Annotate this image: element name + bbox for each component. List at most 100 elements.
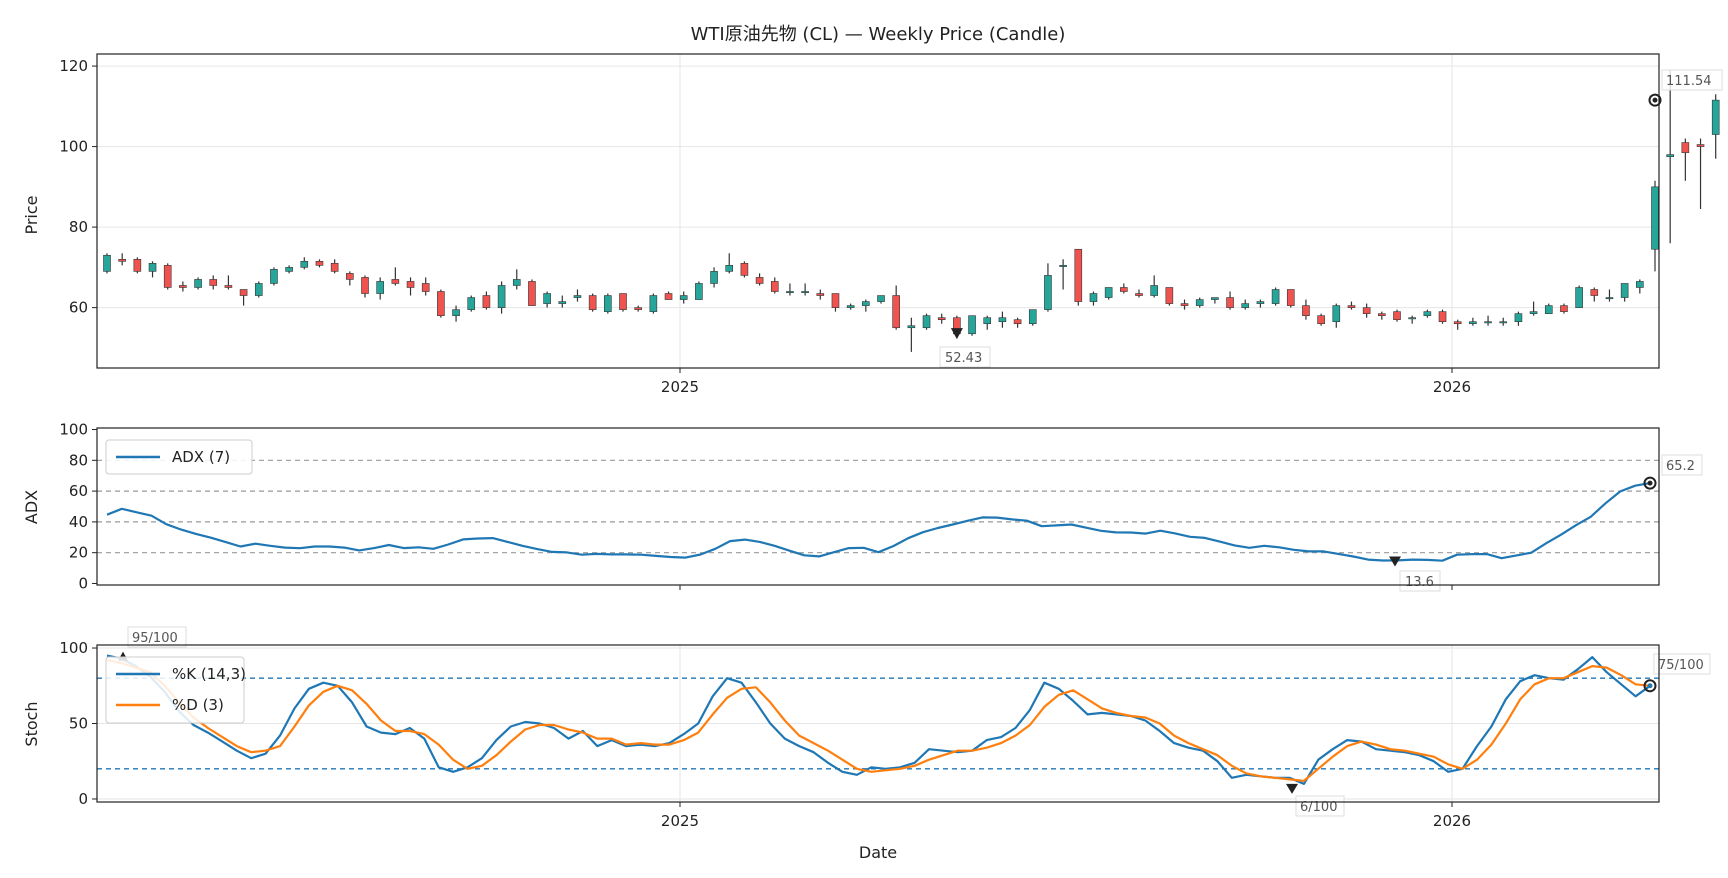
last-price-label-box [1661,69,1723,91]
candle-body [1514,313,1523,323]
candle [209,275,218,290]
stoch-lines [106,654,1651,786]
candle [1711,94,1720,159]
candle [1059,259,1067,290]
candle-body [937,317,946,320]
candle-body [1575,287,1583,308]
stoch-high-label: 95/100 [132,631,178,646]
candle-body [1711,99,1720,135]
y-tick-label: 100 [59,639,88,657]
stoch-x-ticks: 2025 2026 [661,802,1471,830]
candle-body [1651,186,1659,250]
adx-last-marker [1643,476,1657,490]
candle-body [877,295,885,302]
candle-body [1044,275,1052,310]
candle [482,291,491,310]
adx-legend: ADX (7) [105,439,253,475]
candle [695,281,703,300]
candle-body [391,279,400,284]
price-annotations: 111.54 52.43 [939,69,1723,368]
y-tick-label: 0 [78,790,88,808]
candle-body [558,301,567,304]
candle [437,289,445,318]
y-tick-label: 50 [69,715,88,733]
candle-body [467,297,476,310]
candle-body [1226,297,1234,308]
candle-body [1499,321,1508,324]
candle [300,257,309,270]
candle-body [1271,289,1280,304]
candle [922,313,931,330]
candle-body [194,279,202,288]
candle [163,263,172,290]
candle-body [254,283,263,296]
adx-legend-label: ADX (7) [172,448,230,466]
candle-body [588,295,597,310]
adx-x-ticks [679,585,1453,590]
candle-body [1180,303,1189,306]
candle [1044,263,1052,312]
candle-body [315,261,324,266]
candle-body [907,325,916,329]
candle-body [163,265,172,288]
stoch-low-label-box [1295,795,1345,817]
last-price-dot [1652,97,1658,103]
candle [467,295,476,312]
adx-lines [106,482,1651,562]
candle [346,271,354,286]
candle [224,275,233,290]
candle-body [725,265,734,272]
candle-body [406,281,415,288]
price-y-label: Price [22,195,41,234]
candle [679,291,688,304]
candle-body [300,261,309,268]
candle-body [1681,142,1690,153]
y-tick-label: 20 [69,544,88,562]
candle-body [239,289,248,296]
candle-body [1544,305,1553,314]
candle [937,313,946,324]
candle [816,289,825,300]
candle [1211,297,1219,304]
candle-body [786,291,794,294]
candle [179,281,187,292]
candle-body [604,295,612,312]
candle [330,259,339,274]
candle-body [452,309,460,316]
candle [968,315,976,336]
candle [573,289,582,302]
candle-body [1332,305,1341,323]
candle [740,261,749,278]
candle [1560,303,1568,314]
candle [558,295,567,308]
adx-axes-frame [96,427,1660,586]
candle-body [1408,317,1416,320]
stoch-last-label-box [1653,653,1711,675]
stoch-last-dot [1647,683,1653,689]
candle [528,279,536,306]
adx-last-label-box [1661,454,1703,476]
candle [1499,317,1508,326]
stoch-low-label: 6/100 [1300,800,1337,815]
chart-title: WTI原油先物 (CL) — Weekly Price (Candle) [691,24,1066,45]
candle-body [497,285,506,308]
candle [1620,283,1629,302]
price-candles [103,70,1720,352]
candle [862,299,870,312]
candle-body [649,295,658,312]
y-tick-label: 80 [69,451,88,469]
candle [1028,309,1037,326]
candle [877,295,885,304]
candle [1544,303,1553,314]
candle [254,281,263,298]
candle [270,267,278,286]
candle-body [1362,307,1371,314]
price-x-ticks: 2025 2026 [661,368,1471,396]
candle [619,293,627,312]
stoch-legend-label-d: %D (3) [172,696,224,714]
candle-body [1423,311,1432,316]
candle [907,317,916,352]
price-y-ticks: 60 80 100 120 [59,57,97,317]
last-price-label: 111.54 [1666,74,1712,89]
stoch-d-line [106,659,1651,783]
